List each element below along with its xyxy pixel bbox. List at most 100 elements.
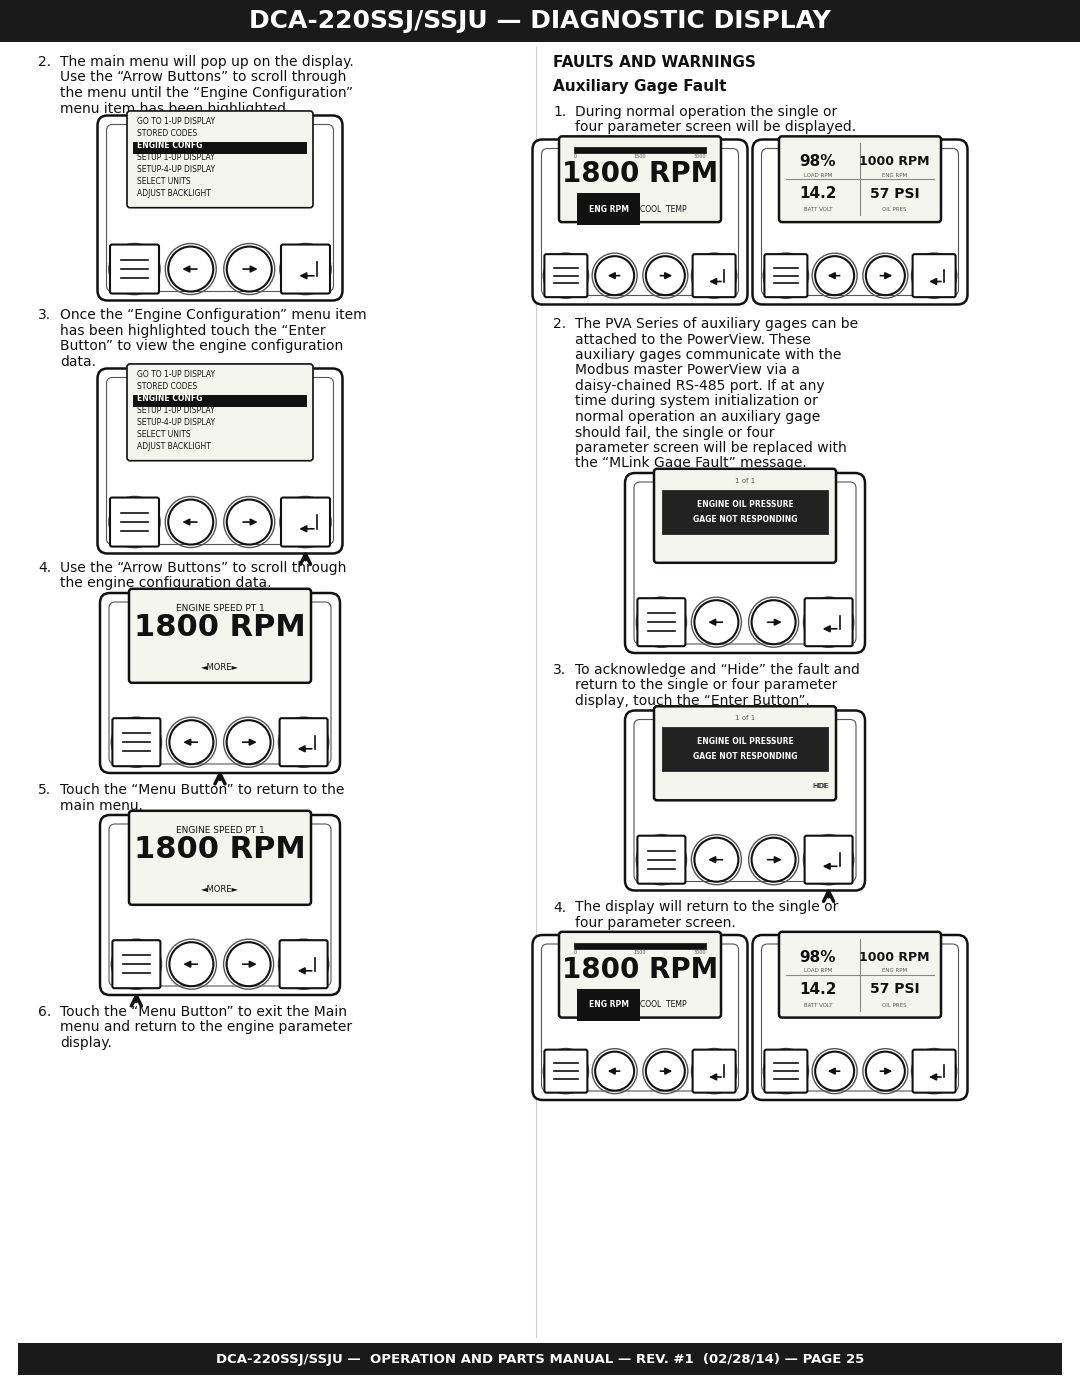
FancyBboxPatch shape bbox=[544, 1049, 588, 1092]
Text: GAGE NOT RESPONDING: GAGE NOT RESPONDING bbox=[692, 752, 797, 761]
Text: the “MLink Gage Fault” message.: the “MLink Gage Fault” message. bbox=[575, 457, 807, 471]
Text: four parameter screen.: four parameter screen. bbox=[575, 916, 735, 930]
FancyBboxPatch shape bbox=[765, 1049, 808, 1092]
Circle shape bbox=[646, 1052, 685, 1091]
FancyBboxPatch shape bbox=[129, 810, 311, 905]
Text: During normal operation the single or: During normal operation the single or bbox=[575, 105, 837, 119]
Text: ◄MORE►: ◄MORE► bbox=[201, 664, 239, 672]
Text: 4.: 4. bbox=[553, 901, 566, 915]
Text: ENG RPM: ENG RPM bbox=[589, 204, 629, 214]
Circle shape bbox=[595, 256, 634, 295]
FancyBboxPatch shape bbox=[97, 369, 342, 553]
FancyBboxPatch shape bbox=[280, 940, 327, 988]
FancyBboxPatch shape bbox=[692, 254, 735, 298]
FancyBboxPatch shape bbox=[281, 244, 330, 293]
Text: four parameter screen will be displayed.: four parameter screen will be displayed. bbox=[575, 120, 856, 134]
Text: BATT VOLT: BATT VOLT bbox=[804, 207, 832, 212]
Text: the engine configuration data.: the engine configuration data. bbox=[60, 577, 271, 591]
Text: 0: 0 bbox=[573, 154, 577, 159]
Bar bbox=[133, 142, 307, 154]
Circle shape bbox=[866, 256, 905, 295]
Text: display, touch the “Enter Button”.: display, touch the “Enter Button”. bbox=[575, 694, 810, 708]
FancyBboxPatch shape bbox=[692, 1049, 735, 1092]
Text: the menu until the “Engine Configuration”: the menu until the “Engine Configuration… bbox=[60, 87, 353, 101]
Text: attached to the PowerView. These: attached to the PowerView. These bbox=[575, 332, 811, 346]
FancyBboxPatch shape bbox=[112, 718, 161, 766]
Bar bbox=[133, 395, 307, 407]
Text: COOL  TEMP: COOL TEMP bbox=[640, 1000, 687, 1009]
Circle shape bbox=[646, 256, 685, 295]
Text: Touch the “Menu Button” to exit the Main: Touch the “Menu Button” to exit the Main bbox=[60, 1004, 347, 1018]
Text: 3.: 3. bbox=[38, 307, 51, 321]
FancyBboxPatch shape bbox=[127, 365, 313, 461]
Text: HIDE: HIDE bbox=[812, 784, 829, 789]
Ellipse shape bbox=[181, 598, 258, 617]
Text: DCA-220SSJ/SSJU — DIAGNOSTIC DISPLAY: DCA-220SSJ/SSJU — DIAGNOSTIC DISPLAY bbox=[249, 8, 831, 34]
Text: 1000 RPM: 1000 RPM bbox=[859, 155, 930, 168]
FancyBboxPatch shape bbox=[625, 474, 865, 652]
Bar bbox=[573, 943, 706, 949]
Ellipse shape bbox=[606, 145, 674, 163]
Text: BATT VOLT: BATT VOLT bbox=[804, 1003, 832, 1007]
Ellipse shape bbox=[181, 820, 258, 840]
Text: Use the “Arrow Buttons” to scroll through: Use the “Arrow Buttons” to scroll throug… bbox=[60, 562, 347, 576]
Text: 57 PSI: 57 PSI bbox=[869, 982, 919, 996]
Text: 4.: 4. bbox=[38, 562, 51, 576]
Text: Touch the “Menu Button” to return to the: Touch the “Menu Button” to return to the bbox=[60, 782, 345, 798]
Circle shape bbox=[752, 838, 796, 882]
FancyBboxPatch shape bbox=[637, 835, 686, 884]
FancyBboxPatch shape bbox=[110, 497, 159, 546]
Text: LOAD RPM: LOAD RPM bbox=[804, 173, 832, 177]
Text: Once the “Engine Configuration” menu item: Once the “Engine Configuration” menu ite… bbox=[60, 307, 366, 321]
Text: GAGE NOT RESPONDING: GAGE NOT RESPONDING bbox=[692, 514, 797, 524]
Ellipse shape bbox=[180, 373, 259, 394]
Text: 1800 RPM: 1800 RPM bbox=[562, 161, 718, 189]
Circle shape bbox=[170, 942, 214, 986]
Circle shape bbox=[752, 601, 796, 644]
Text: ADJUST BACKLIGHT: ADJUST BACKLIGHT bbox=[137, 190, 211, 198]
Text: 14.2: 14.2 bbox=[799, 982, 837, 996]
Text: LOAD RPM: LOAD RPM bbox=[804, 968, 832, 974]
Bar bbox=[662, 490, 828, 534]
Text: display.: display. bbox=[60, 1037, 112, 1051]
Ellipse shape bbox=[826, 942, 894, 958]
FancyBboxPatch shape bbox=[532, 935, 747, 1099]
Ellipse shape bbox=[706, 715, 783, 735]
Text: HDE: HDE bbox=[813, 784, 828, 789]
Text: Modbus master PowerView via a: Modbus master PowerView via a bbox=[575, 363, 800, 377]
Text: 1800 RPM: 1800 RPM bbox=[562, 956, 718, 983]
Text: STORED CODES: STORED CODES bbox=[137, 129, 198, 138]
Ellipse shape bbox=[606, 942, 674, 958]
Text: ◄MORE►: ◄MORE► bbox=[201, 886, 239, 894]
Circle shape bbox=[694, 838, 739, 882]
FancyBboxPatch shape bbox=[654, 469, 836, 563]
Circle shape bbox=[227, 246, 272, 292]
Circle shape bbox=[227, 942, 271, 986]
Text: 1000 RPM: 1000 RPM bbox=[859, 951, 930, 964]
Text: main menu.: main menu. bbox=[60, 799, 143, 813]
Text: 57 PSI: 57 PSI bbox=[869, 187, 919, 201]
Text: ENG RPM: ENG RPM bbox=[589, 1000, 629, 1009]
Ellipse shape bbox=[180, 120, 259, 141]
FancyBboxPatch shape bbox=[559, 137, 721, 222]
Text: ENGINE CONFG: ENGINE CONFG bbox=[137, 141, 202, 149]
Text: SETUP 1-UP DISPLAY: SETUP 1-UP DISPLAY bbox=[137, 407, 215, 415]
Text: ENG RPM: ENG RPM bbox=[881, 173, 907, 177]
FancyBboxPatch shape bbox=[654, 707, 836, 800]
Bar bbox=[0, 0, 1080, 42]
Text: GO TO 1-UP DISPLAY: GO TO 1-UP DISPLAY bbox=[137, 117, 215, 126]
Text: Use the “Arrow Buttons” to scroll through: Use the “Arrow Buttons” to scroll throug… bbox=[60, 70, 347, 84]
Text: 0: 0 bbox=[573, 950, 577, 956]
Text: 1800 RPM: 1800 RPM bbox=[134, 613, 306, 643]
Text: To acknowledge and “Hide” the fault and: To acknowledge and “Hide” the fault and bbox=[575, 664, 860, 678]
Text: menu and return to the engine parameter: menu and return to the engine parameter bbox=[60, 1020, 352, 1035]
Text: FAULTS AND WARNINGS: FAULTS AND WARNINGS bbox=[553, 54, 756, 70]
FancyBboxPatch shape bbox=[100, 814, 340, 995]
FancyBboxPatch shape bbox=[100, 592, 340, 773]
FancyBboxPatch shape bbox=[281, 497, 330, 546]
Text: 14.2: 14.2 bbox=[799, 186, 837, 201]
Bar bbox=[18, 1343, 1062, 1375]
Text: return to the single or four parameter: return to the single or four parameter bbox=[575, 679, 837, 693]
Text: 1500: 1500 bbox=[634, 950, 646, 956]
FancyBboxPatch shape bbox=[129, 588, 311, 683]
